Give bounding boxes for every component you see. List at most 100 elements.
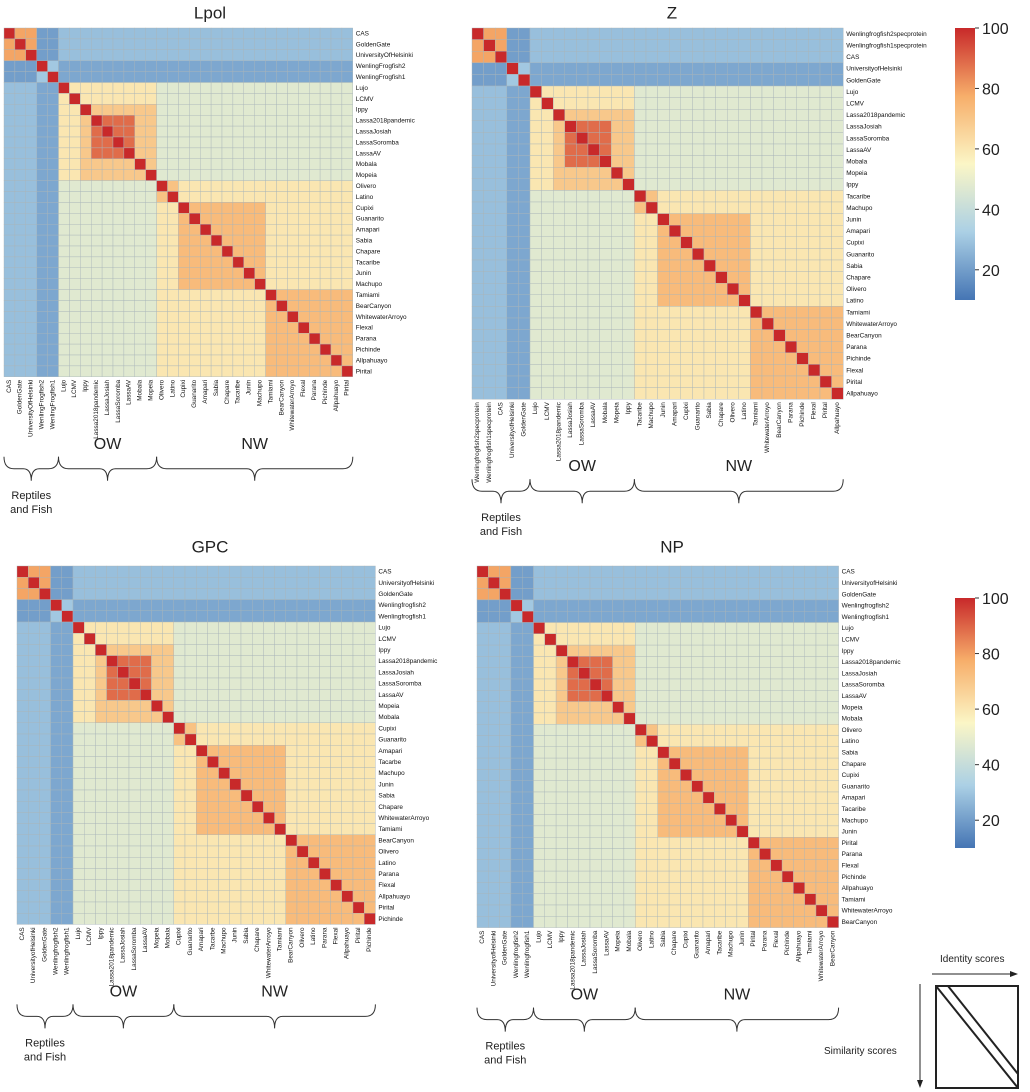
heatmap-cell <box>499 656 512 668</box>
heatmap-cell <box>748 633 760 646</box>
heatmap-cell <box>748 611 760 623</box>
heatmap-cell <box>254 169 266 181</box>
heatmap-cell <box>738 387 751 400</box>
heatmap-cell <box>16 700 29 712</box>
heatmap-cell <box>189 82 201 94</box>
heatmap-cell <box>702 712 715 725</box>
heatmap-cell <box>254 136 266 149</box>
heatmap-cell <box>39 577 51 589</box>
heatmap-cell <box>61 801 74 813</box>
heatmap-cell <box>308 577 320 589</box>
row-label: Allpahuayo <box>378 893 410 900</box>
heatmap-cell <box>36 333 48 345</box>
heatmap-cell <box>28 767 40 779</box>
heatmap-cell <box>495 74 508 87</box>
heatmap-cell <box>151 666 163 679</box>
heatmap-cell <box>555 678 568 691</box>
heatmap-cell <box>589 814 602 827</box>
heatmap-cell <box>553 352 566 365</box>
heatmap-cell <box>58 114 70 127</box>
heatmap-cell <box>90 311 103 323</box>
heatmap-cell <box>274 655 287 667</box>
heatmap-cell <box>101 213 114 225</box>
heatmap-cell <box>276 104 288 116</box>
heatmap-cell <box>173 621 186 634</box>
heatmap-cell <box>184 767 197 779</box>
heatmap-cell <box>750 224 763 237</box>
heatmap-cell <box>634 283 647 296</box>
heatmap-cell <box>541 62 554 75</box>
heatmap-cell <box>189 136 201 149</box>
heatmap-cell <box>251 677 264 690</box>
heatmap-cell <box>691 893 704 906</box>
heatmap-cell <box>80 71 92 83</box>
heatmap-cell <box>808 201 821 214</box>
heatmap-cell <box>330 147 343 159</box>
heatmap-cell <box>495 294 508 307</box>
heatmap-cell <box>518 51 531 64</box>
row-label: GoldenGate <box>356 41 391 48</box>
heatmap-cell <box>341 289 353 301</box>
heatmap-cell <box>715 352 728 365</box>
heatmap-cell <box>274 913 287 925</box>
heatmap-cell <box>831 143 844 156</box>
heatmap-cell <box>151 812 163 824</box>
heatmap-cell <box>499 837 512 849</box>
heatmap-cell <box>123 354 136 367</box>
heatmap-cell <box>518 248 531 261</box>
heatmap-cell <box>184 812 197 824</box>
colorbar-tick-label: 60 <box>982 142 1000 159</box>
heatmap-cell <box>770 814 783 827</box>
heatmap-cell <box>352 655 365 667</box>
heatmap-cell <box>691 904 704 917</box>
heatmap-cell <box>691 633 704 646</box>
heatmap-cell <box>819 213 832 226</box>
heatmap-cell <box>69 104 81 116</box>
heatmap-cell <box>544 791 557 804</box>
heatmap-cell <box>276 278 288 290</box>
heatmap-cell <box>69 158 81 170</box>
heatmap-cell <box>476 735 489 748</box>
heatmap-cell <box>265 104 277 116</box>
heatmap-cell <box>646 599 659 612</box>
heatmap-cell <box>761 294 774 307</box>
heatmap-cell <box>151 801 163 813</box>
heatmap-cell <box>16 890 29 903</box>
heatmap-cell <box>533 791 546 804</box>
heatmap-cell <box>83 801 96 813</box>
heatmap-cell <box>831 364 844 377</box>
heatmap-cell <box>544 825 557 838</box>
heatmap-cell <box>178 311 190 323</box>
heatmap-cell <box>634 178 647 191</box>
heatmap-cell <box>83 655 96 667</box>
heatmap-cell <box>330 267 343 279</box>
heatmap-cell <box>240 745 253 757</box>
heatmap-cell <box>759 644 772 657</box>
heatmap-cell <box>285 857 298 869</box>
heatmap-cell <box>341 834 354 847</box>
heatmap-cell <box>715 224 728 237</box>
row-label: BearCanyon <box>378 837 414 844</box>
heatmap-cell <box>16 879 29 891</box>
heatmap-cell <box>25 27 37 40</box>
heatmap-cell <box>668 599 681 612</box>
heatmap-cell <box>587 236 600 249</box>
heatmap-cell <box>702 837 715 849</box>
heatmap-cell <box>587 132 600 145</box>
heatmap-cell <box>134 191 146 203</box>
heatmap-cell <box>83 857 96 869</box>
heatmap-cell <box>134 125 146 138</box>
heatmap-cell <box>578 622 591 635</box>
heatmap-cell <box>635 633 647 646</box>
heatmap-cell <box>634 97 647 110</box>
heatmap-cell <box>207 689 219 701</box>
heatmap-cell <box>36 136 48 149</box>
heatmap-cell <box>668 848 681 861</box>
heatmap-cell <box>819 62 832 75</box>
heatmap-cell <box>156 136 168 149</box>
heatmap-cell <box>287 333 299 345</box>
heatmap-cell <box>112 147 125 159</box>
heatmap-cell <box>589 577 602 589</box>
heatmap-cell <box>47 114 59 127</box>
heatmap-cell <box>796 201 809 214</box>
